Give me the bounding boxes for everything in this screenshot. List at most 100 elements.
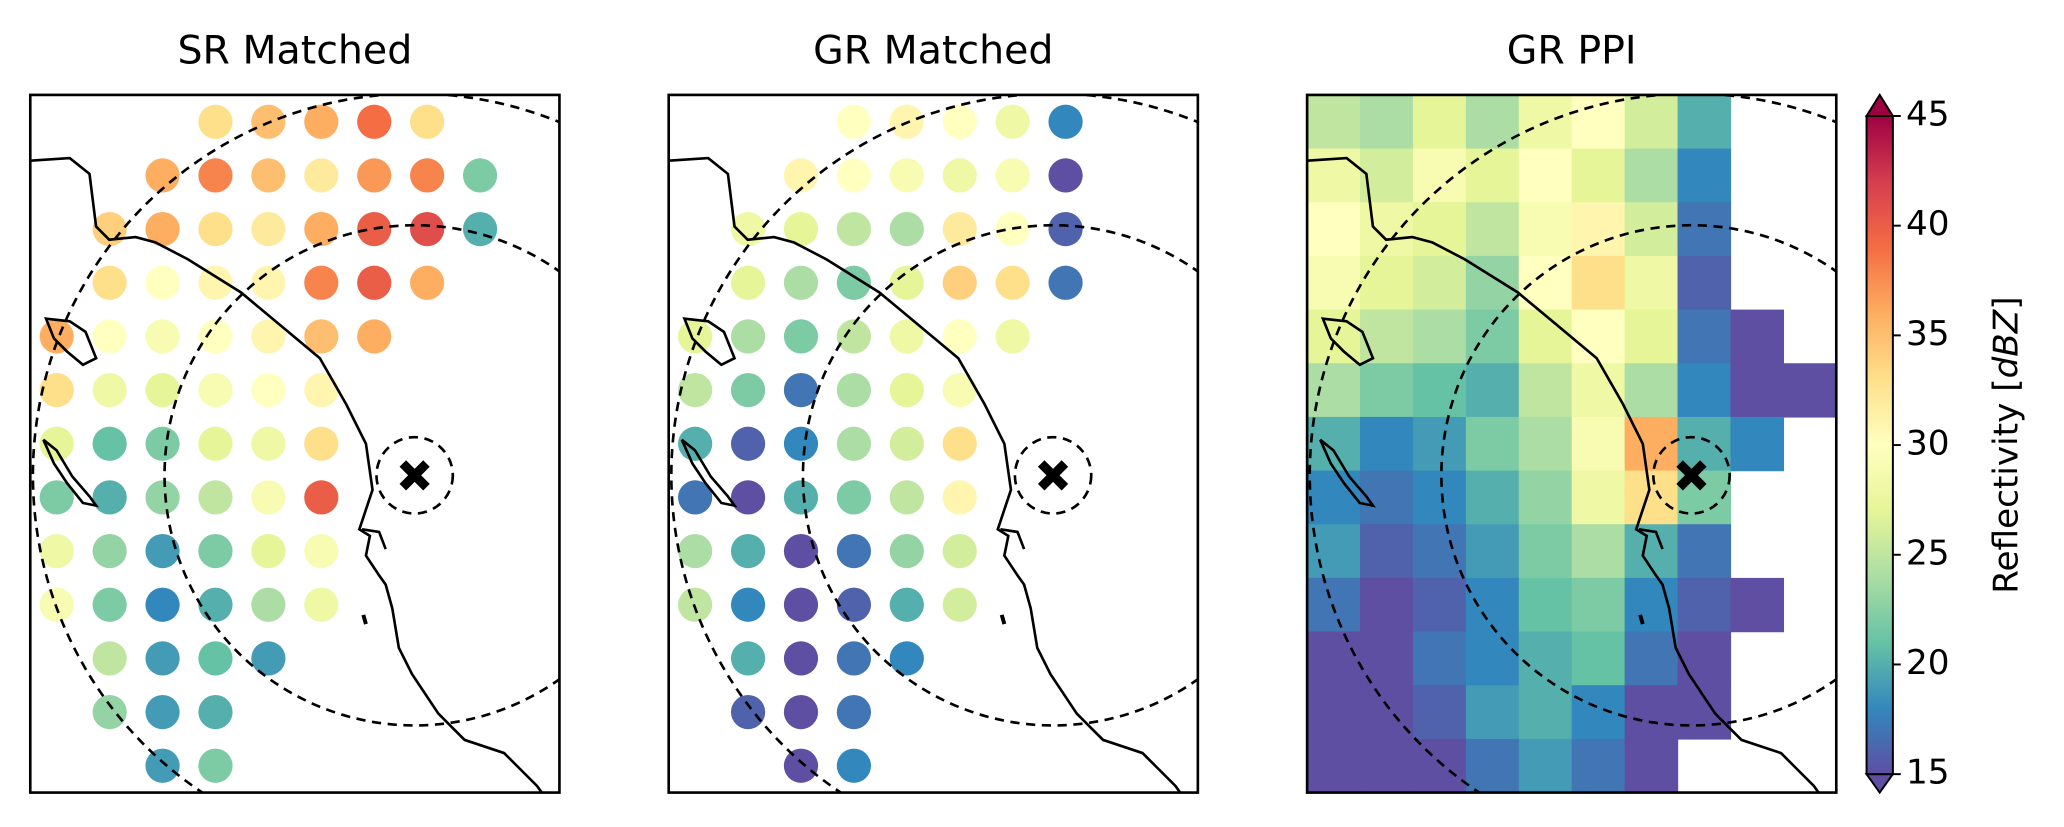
reflectivity-cell bbox=[1465, 94, 1520, 150]
reflectivity-point bbox=[783, 158, 819, 193]
colorbar-label-part: dBZ bbox=[1986, 308, 2026, 378]
colorbar-body bbox=[1865, 114, 1894, 776]
reflectivity-point bbox=[836, 480, 872, 515]
reflectivity-cell bbox=[1412, 363, 1467, 418]
reflectivity-point bbox=[145, 426, 180, 461]
reflectivity-cell bbox=[1518, 524, 1573, 579]
reflectivity-point bbox=[836, 319, 872, 354]
reflectivity-point bbox=[889, 211, 924, 247]
reflectivity-point bbox=[783, 319, 819, 354]
reflectivity-point bbox=[198, 265, 233, 300]
reflectivity-cell bbox=[1307, 148, 1361, 203]
reflectivity-point bbox=[995, 104, 1030, 139]
reflectivity-point bbox=[942, 104, 977, 139]
reflectivity-cell bbox=[1412, 255, 1467, 311]
reflectivity-point bbox=[251, 158, 286, 193]
reflectivity-cell bbox=[1677, 577, 1732, 633]
panel-frame bbox=[667, 93, 1200, 794]
colorbar-tick-label: 45 bbox=[1906, 94, 1950, 134]
reflectivity-point bbox=[783, 265, 819, 300]
reflectivity-point bbox=[836, 211, 872, 247]
reflectivity-cell bbox=[1571, 309, 1626, 364]
reflectivity-cell bbox=[1412, 738, 1467, 793]
reflectivity-cell bbox=[1465, 524, 1520, 579]
reflectivity-point bbox=[145, 319, 180, 354]
reflectivity-point bbox=[92, 265, 127, 300]
reflectivity-cell bbox=[1360, 255, 1414, 311]
reflectivity-point bbox=[304, 104, 339, 139]
reflectivity-cell bbox=[1571, 577, 1626, 633]
reflectivity-cell bbox=[1412, 577, 1467, 633]
reflectivity-point bbox=[836, 372, 872, 408]
reflectivity-cell bbox=[1518, 631, 1573, 686]
reflectivity-cell bbox=[1360, 202, 1414, 257]
reflectivity-point bbox=[410, 158, 445, 193]
reflectivity-cell bbox=[1571, 416, 1626, 472]
reflectivity-point bbox=[942, 265, 977, 300]
reflectivity-cell bbox=[1730, 309, 1785, 364]
reflectivity-point bbox=[251, 372, 286, 408]
reflectivity-point bbox=[145, 372, 180, 408]
reflectivity-cell bbox=[1571, 94, 1626, 150]
reflectivity-point bbox=[145, 641, 180, 676]
reflectivity-cell bbox=[1412, 309, 1467, 364]
reflectivity-point bbox=[783, 694, 819, 730]
reflectivity-point bbox=[836, 694, 872, 730]
panel-frame bbox=[28, 93, 561, 794]
reflectivity-point bbox=[783, 748, 819, 783]
reflectivity-point bbox=[678, 480, 713, 515]
reflectivity-cell bbox=[1465, 685, 1520, 740]
reflectivity-cell bbox=[1307, 202, 1361, 257]
reflectivity-cell bbox=[1571, 148, 1626, 203]
reflectivity-point bbox=[836, 748, 872, 783]
reflectivity-point bbox=[92, 480, 127, 515]
reflectivity-point bbox=[92, 694, 127, 730]
reflectivity-point bbox=[145, 158, 180, 193]
map-panel bbox=[667, 93, 1435, 823]
reflectivity-point bbox=[889, 426, 924, 461]
reflectivity-point bbox=[198, 533, 233, 569]
reflectivity-cell bbox=[1307, 524, 1361, 579]
reflectivity-point bbox=[783, 211, 819, 247]
reflectivity-cell bbox=[1624, 94, 1679, 150]
reflectivity-point bbox=[304, 319, 339, 354]
reflectivity-cell bbox=[1571, 685, 1626, 740]
reflectivity-point bbox=[730, 426, 766, 461]
reflectivity-point bbox=[357, 104, 392, 139]
map-content bbox=[669, 94, 1435, 823]
colorbar-tick-label: 30 bbox=[1906, 424, 1950, 464]
reflectivity-point bbox=[357, 158, 392, 193]
reflectivity-point bbox=[730, 372, 766, 408]
colorbar-tick-label: 25 bbox=[1906, 533, 1950, 573]
reflectivity-point bbox=[995, 158, 1030, 193]
reflectivity-cell bbox=[1571, 524, 1626, 579]
reflectivity-point bbox=[1048, 158, 1083, 193]
reflectivity-point bbox=[836, 533, 872, 569]
colorbar-label-part: Reflectivity [ bbox=[1986, 378, 2026, 593]
reflectivity-point bbox=[198, 319, 233, 354]
reflectivity-cell bbox=[1677, 255, 1732, 311]
map-panel bbox=[28, 93, 561, 794]
reflectivity-cell bbox=[1518, 255, 1573, 311]
reflectivity-point bbox=[251, 533, 286, 569]
reflectivity-point bbox=[304, 372, 339, 408]
reflectivity-point bbox=[145, 533, 180, 569]
reflectivity-point bbox=[304, 480, 339, 515]
reflectivity-cell bbox=[1677, 524, 1732, 579]
reflectivity-cell bbox=[1518, 309, 1573, 364]
reflectivity-point bbox=[783, 480, 819, 515]
reflectivity-point bbox=[889, 587, 924, 622]
reflectivity-cell bbox=[1624, 470, 1679, 525]
reflectivity-point bbox=[783, 426, 819, 461]
reflectivity-point bbox=[251, 641, 286, 676]
reflectivity-cell bbox=[1571, 738, 1626, 793]
reflectivity-cell bbox=[1465, 577, 1520, 633]
reflectivity-cell bbox=[1307, 309, 1361, 364]
reflectivity-cell bbox=[1307, 577, 1361, 633]
reflectivity-point bbox=[889, 158, 924, 193]
reflectivity-point bbox=[198, 641, 233, 676]
reflectivity-cell bbox=[1465, 738, 1520, 793]
reflectivity-point bbox=[251, 265, 286, 300]
reflectivity-point bbox=[678, 533, 713, 569]
reflectivity-cell bbox=[1412, 202, 1467, 257]
